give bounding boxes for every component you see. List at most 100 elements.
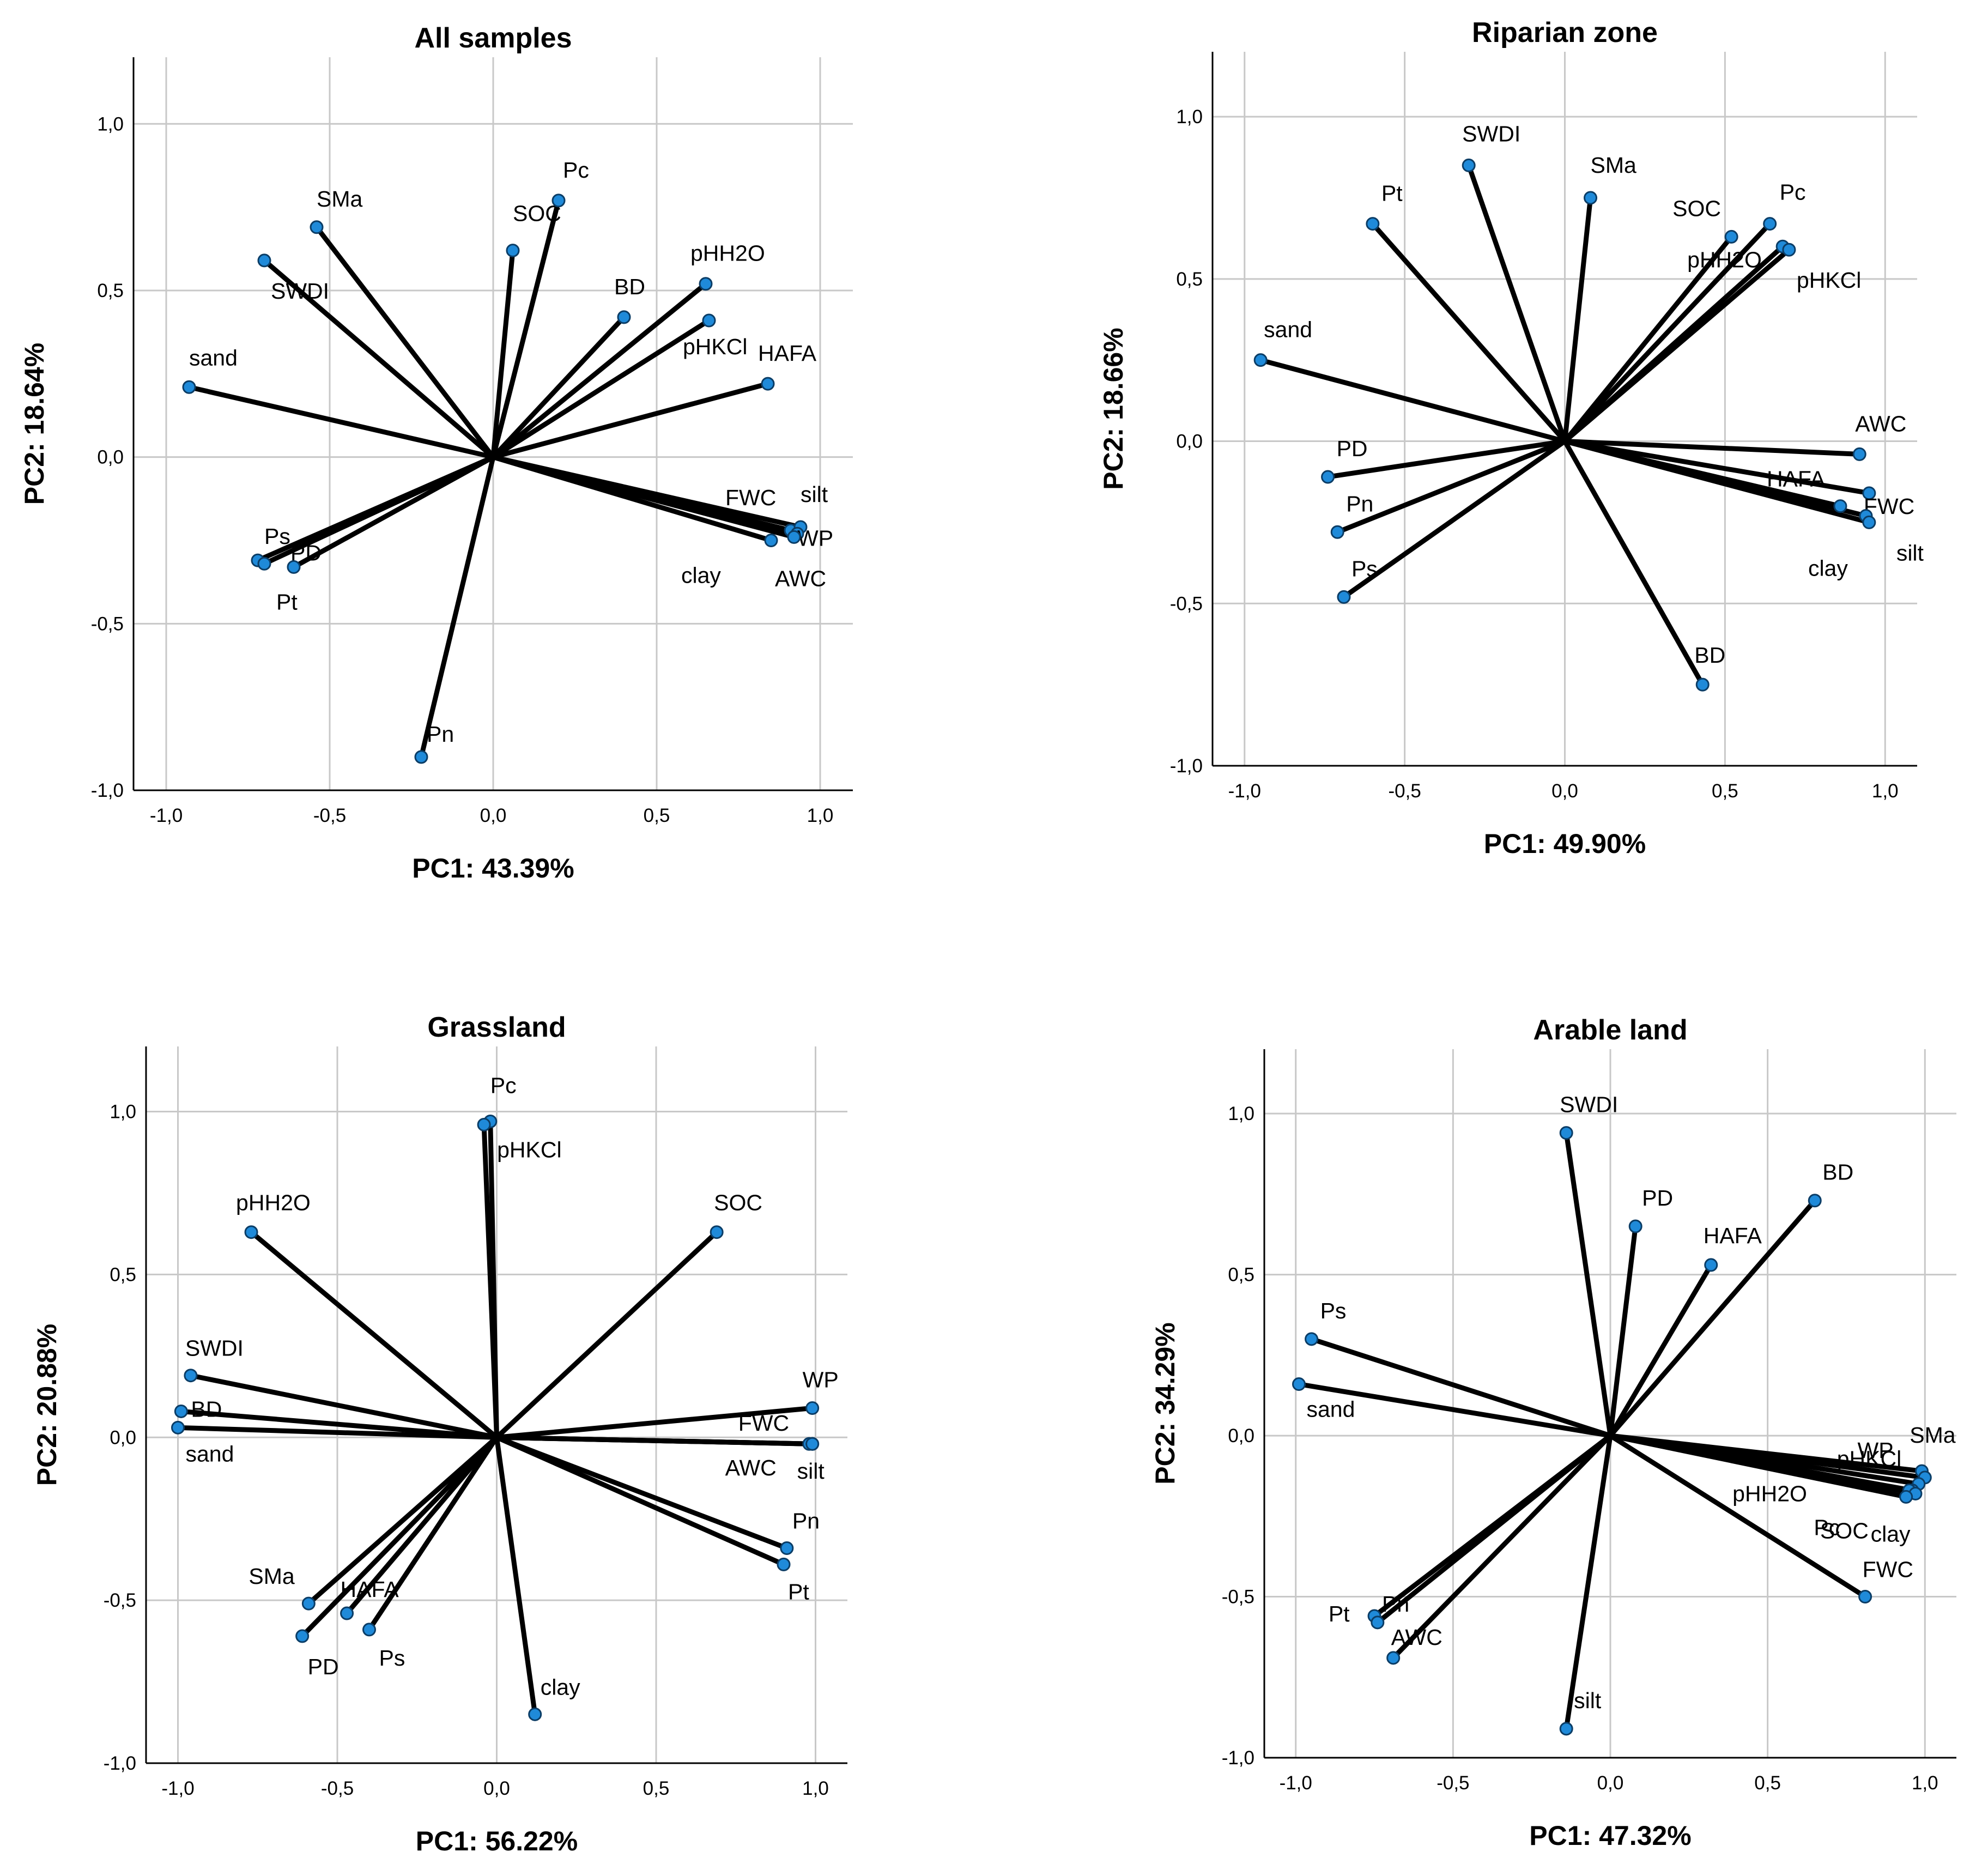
loading-point-clay bbox=[1899, 1490, 1913, 1504]
x-axis-title: PC1: 56.22% bbox=[416, 1826, 578, 1856]
x-tick-label: 0,0 bbox=[1551, 780, 1578, 802]
loading-label-Pc: Pc bbox=[563, 158, 589, 183]
y-axis-title: PC2: 20.88% bbox=[32, 1324, 62, 1486]
loading-vector-clay bbox=[1608, 1433, 1909, 1499]
loading-vector-pHKCl bbox=[1562, 247, 1792, 444]
loading-vector-silt bbox=[494, 1435, 815, 1447]
pca-panel-1: -1,0 -0,5 0,0 0,5 1,0 -1,0 -0,5 0,0 0,5 1,0 All sa… bbox=[19, 22, 853, 883]
loading-point-FWC bbox=[1858, 1590, 1872, 1604]
loading-label-AWC: AWC bbox=[1855, 411, 1906, 436]
loading-label-silt: silt bbox=[801, 482, 828, 507]
loading-vector-PD bbox=[1325, 439, 1567, 480]
loading-point-sand bbox=[1253, 353, 1268, 367]
loading-vector-Pn bbox=[494, 1435, 790, 1551]
x-tick-label: 0,0 bbox=[1597, 1772, 1624, 1794]
loading-vector-SOC bbox=[1562, 234, 1734, 444]
x-tick-label: -1,0 bbox=[1228, 780, 1261, 802]
loading-label-BD: BD bbox=[191, 1396, 222, 1421]
x-tick-label: 0,5 bbox=[1754, 1772, 1781, 1794]
pca-panel-4: -1,0 -0,5 0,0 0,5 1,0 -1,0 -0,5 0,0 0,5 1,0 Arable… bbox=[1150, 1014, 1956, 1851]
loading-label-AWC: AWC bbox=[725, 1455, 777, 1480]
loading-vector-SOC bbox=[490, 248, 516, 460]
loading-label-Pn: Pn bbox=[1346, 491, 1373, 516]
loading-label-Pn: Pn bbox=[427, 722, 454, 747]
loading-point-Pn bbox=[780, 1541, 794, 1555]
x-tick-label: -1,0 bbox=[1280, 1772, 1312, 1794]
loading-label-pHKCl: pHKCl bbox=[683, 334, 747, 359]
loading-label-SMa: SMa bbox=[1591, 153, 1637, 178]
loading-vector-sand bbox=[1258, 358, 1567, 444]
loading-label-Pc: Pc bbox=[1780, 180, 1806, 205]
loading-point-AWC bbox=[1386, 1651, 1401, 1665]
loading-point-SWDI bbox=[1559, 1126, 1573, 1140]
loading-label-FWC: FWC bbox=[1863, 1557, 1913, 1582]
loading-vector-sand bbox=[1296, 1382, 1613, 1438]
loading-point-SOC bbox=[710, 1225, 724, 1239]
loading-point-HAFA bbox=[761, 377, 775, 391]
loading-point-PD bbox=[295, 1629, 310, 1643]
y-tick-label: -1,0 bbox=[1170, 755, 1203, 777]
loading-vector-silt bbox=[1563, 1433, 1613, 1732]
loading-point-SMa bbox=[1584, 191, 1598, 205]
loading-label-sand: sand bbox=[186, 1441, 234, 1466]
loading-point-Pc bbox=[551, 193, 566, 208]
loading-label-Pt: Pt bbox=[1381, 181, 1403, 206]
y-tick-label: -0,5 bbox=[1170, 593, 1203, 614]
loading-label-AWC: AWC bbox=[1391, 1625, 1442, 1650]
loading-point-SWDI bbox=[184, 1369, 198, 1383]
y-tick-label: 0,0 bbox=[1176, 431, 1203, 452]
loading-label-pHKCl: pHKCl bbox=[1837, 1447, 1901, 1472]
x-tick-label: -1,0 bbox=[150, 805, 183, 826]
loading-point-AWC bbox=[1852, 447, 1866, 461]
loading-label-SOC: SOC bbox=[1820, 1518, 1869, 1543]
loading-vector-BD bbox=[490, 314, 627, 460]
loading-label-Pc: Pc bbox=[1814, 1515, 1840, 1540]
loading-vector-FWC bbox=[1562, 439, 1872, 496]
x-tick-label: 0,5 bbox=[644, 805, 670, 826]
loading-label-HAFA: HAFA bbox=[341, 1577, 399, 1602]
y-tick-label: 1,0 bbox=[97, 113, 124, 135]
loading-vector-SMa bbox=[306, 1435, 499, 1606]
loading-vector-Ps bbox=[1341, 439, 1567, 600]
loading-point-HAFA bbox=[340, 1606, 354, 1620]
loading-label-SWDI: SWDI bbox=[1462, 121, 1520, 146]
loading-point-Pt bbox=[1366, 217, 1380, 231]
loading-point-PD bbox=[1628, 1219, 1642, 1233]
loading-label-BD: BD bbox=[1694, 643, 1725, 668]
loading-point-Ps bbox=[362, 1623, 376, 1637]
y-tick-label: 0,5 bbox=[110, 1264, 136, 1285]
loading-point-pHH2O bbox=[244, 1225, 258, 1239]
loading-label-SOC: SOC bbox=[513, 201, 561, 226]
loading-vector-pHKCl bbox=[490, 318, 712, 460]
loading-label-Pn: Pn bbox=[792, 1509, 820, 1534]
loading-label-SWDI: SWDI bbox=[271, 279, 329, 304]
loading-label-PD: PD bbox=[1642, 1185, 1673, 1211]
loading-point-clay bbox=[528, 1707, 542, 1721]
y-tick-label: 1,0 bbox=[1228, 1103, 1254, 1124]
loading-vector-SMa bbox=[1562, 195, 1593, 444]
loading-label-WP: WP bbox=[797, 525, 833, 550]
loading-label-Ps: Ps bbox=[1351, 556, 1378, 581]
loading-point-Pc bbox=[1763, 217, 1777, 231]
loading-point-PD bbox=[257, 556, 271, 571]
loading-vector-SWDI bbox=[1466, 162, 1567, 444]
loading-point-pHKCl bbox=[1782, 243, 1796, 257]
y-tick-label: 0,0 bbox=[97, 447, 124, 468]
loading-vector-AWC bbox=[1391, 1433, 1613, 1661]
loading-label-clay: clay bbox=[1808, 556, 1848, 581]
loading-vector-FWC bbox=[1608, 1433, 1868, 1600]
x-tick-label: -0,5 bbox=[313, 805, 346, 826]
loading-vector-Pt bbox=[1375, 1433, 1613, 1625]
x-axis-title: PC1: 47.32% bbox=[1529, 1820, 1691, 1851]
loading-label-SMa: SMa bbox=[1910, 1423, 1956, 1448]
x-tick-label: 0,0 bbox=[483, 1778, 510, 1799]
loading-label-silt: silt bbox=[1574, 1688, 1602, 1713]
loading-vector-BD bbox=[178, 1408, 499, 1440]
y-tick-label: -0,5 bbox=[104, 1590, 136, 1611]
loading-point-WP bbox=[805, 1401, 820, 1415]
loading-label-clay: clay bbox=[1871, 1521, 1911, 1546]
loading-vector-PD bbox=[262, 455, 496, 566]
pca-panel-2: -1,0 -0,5 0,0 0,5 1,0 -1,0 -0,5 0,0 0,5 1,0 Ripari… bbox=[1098, 17, 1924, 859]
loading-point-Pn bbox=[414, 750, 428, 764]
